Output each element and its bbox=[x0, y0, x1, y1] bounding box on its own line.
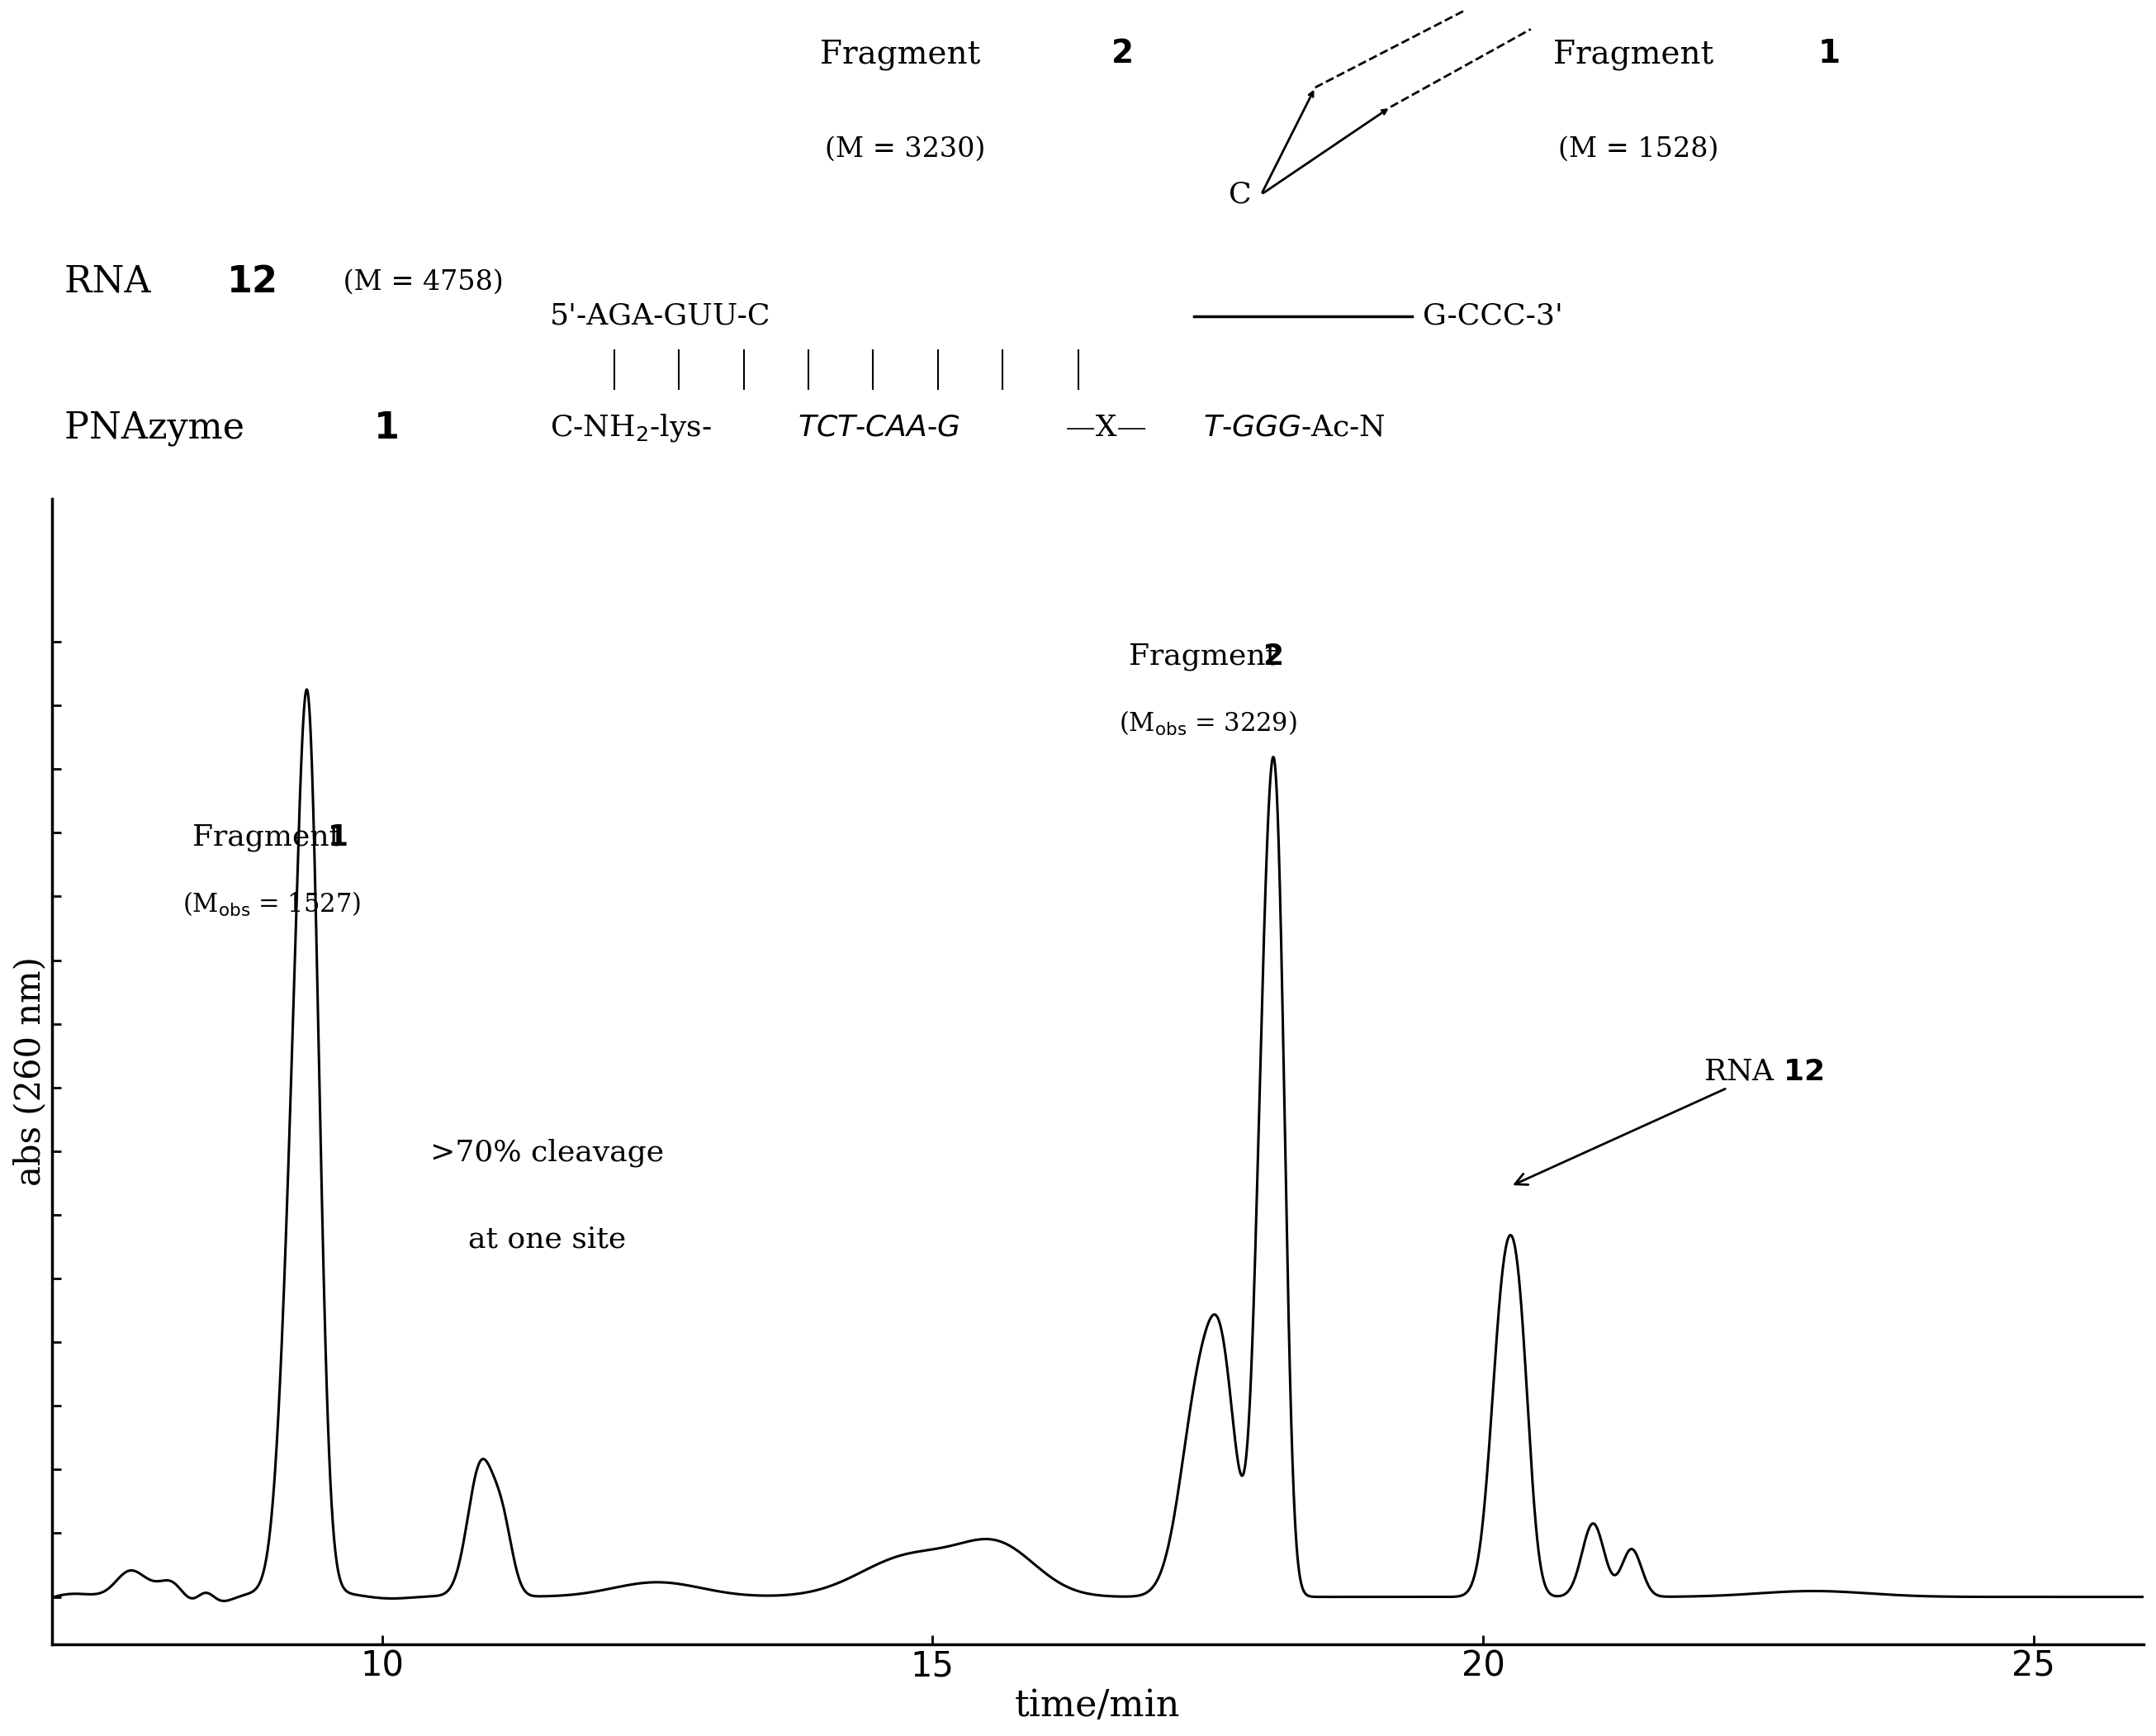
Text: C: C bbox=[1229, 181, 1250, 208]
X-axis label: time/min: time/min bbox=[1015, 1687, 1181, 1724]
Text: at one site: at one site bbox=[468, 1226, 625, 1253]
Text: PNAzyme: PNAzyme bbox=[65, 410, 257, 446]
Text: $\bf{1}$: $\bf{1}$ bbox=[328, 825, 347, 852]
Text: G-CCC-3': G-CCC-3' bbox=[1423, 302, 1563, 330]
Text: (M = 3230): (M = 3230) bbox=[826, 135, 985, 163]
Text: $\bf{2}$: $\bf{2}$ bbox=[1263, 642, 1283, 670]
Text: RNA: RNA bbox=[65, 264, 162, 300]
Y-axis label: abs (260 nm): abs (260 nm) bbox=[13, 957, 47, 1186]
Text: Fragment: Fragment bbox=[1128, 642, 1287, 670]
Text: (M = 4758): (M = 4758) bbox=[334, 269, 502, 295]
Text: $\bf{1}$: $\bf{1}$ bbox=[1818, 38, 1839, 69]
Text: $\bf{2}$: $\bf{2}$ bbox=[1110, 38, 1132, 69]
Text: $\bf{12}$: $\bf{12}$ bbox=[226, 264, 276, 300]
Text: >70% cleavage: >70% cleavage bbox=[431, 1139, 664, 1167]
Text: Fragment: Fragment bbox=[1552, 38, 1725, 69]
Text: $\bf{1}$: $\bf{1}$ bbox=[373, 410, 397, 446]
Text: C-NH$_2$-lys-: C-NH$_2$-lys- bbox=[550, 411, 711, 443]
Text: Fragment: Fragment bbox=[192, 825, 351, 852]
Text: (M$_\mathrm{obs}$ = 3229): (M$_\mathrm{obs}$ = 3229) bbox=[1119, 708, 1296, 738]
Text: $\mathit{T}$-$\mathit{GGG}$-Ac-N: $\mathit{T}$-$\mathit{GGG}$-Ac-N bbox=[1203, 413, 1386, 441]
Text: RNA $\bf{12}$: RNA $\bf{12}$ bbox=[1516, 1057, 1824, 1184]
Text: $\mathit{TCT}$-$\mathit{CAA}$-$\mathit{G}$: $\mathit{TCT}$-$\mathit{CAA}$-$\mathit{G… bbox=[798, 413, 959, 441]
Text: (M$_\mathrm{obs}$ = 1527): (M$_\mathrm{obs}$ = 1527) bbox=[183, 891, 360, 918]
Text: (M = 1528): (M = 1528) bbox=[1559, 135, 1718, 163]
Text: —X—: —X— bbox=[1056, 413, 1147, 441]
Text: 5'-AGA-GUU-C: 5'-AGA-GUU-C bbox=[550, 302, 770, 330]
Text: Fragment: Fragment bbox=[819, 38, 992, 69]
